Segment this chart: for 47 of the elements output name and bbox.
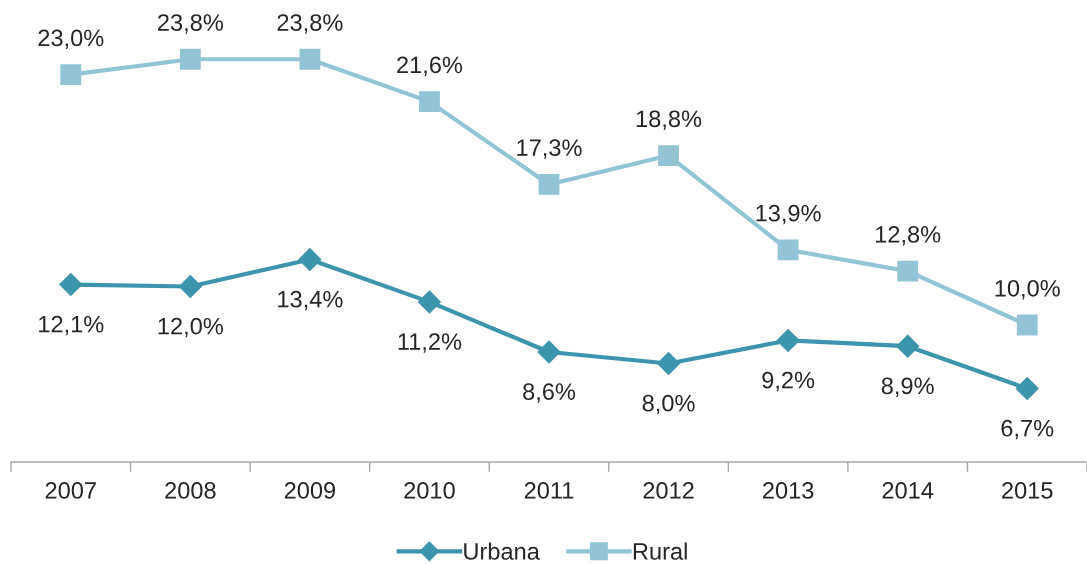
data-label: 13,4% (278, 290, 343, 311)
data-label: 18,8% (636, 110, 702, 130)
x-tick-label: 2011 (524, 482, 574, 499)
legend-label: Urbana (464, 542, 540, 560)
point (897, 260, 919, 282)
data-label: 11,2% (398, 333, 462, 353)
point (1015, 377, 1039, 401)
point (60, 64, 82, 86)
point (896, 334, 920, 358)
data-label: 23,8% (158, 14, 223, 34)
point (777, 239, 799, 261)
data-label: 21,6% (397, 56, 463, 77)
x-tick-label: 2009 (284, 482, 336, 499)
data-label: 12,0% (158, 317, 223, 338)
data-label: 12,8% (875, 226, 941, 246)
x-tick-label: 2008 (165, 482, 216, 499)
data-label: 23,0% (38, 29, 104, 50)
point (657, 352, 681, 376)
x-tick-label: 2014 (882, 482, 934, 499)
point (537, 340, 561, 364)
data-label: 6,7% (1001, 419, 1054, 440)
data-label: 8,0% (642, 394, 695, 415)
data-label: 8,9% (881, 377, 934, 397)
point (59, 273, 83, 297)
point (178, 275, 202, 299)
data-label: 12,1% (39, 315, 104, 336)
x-tick-label: 2013 (763, 482, 814, 499)
data-label: 13,9% (756, 204, 821, 225)
point (417, 290, 441, 314)
point (776, 328, 800, 352)
point (179, 48, 201, 70)
x-tick-label: 2007 (45, 482, 96, 499)
x-tick-label: 2010 (404, 482, 455, 499)
x-tick-label: 2012 (643, 482, 694, 499)
point (1016, 314, 1038, 336)
data-label: 9,2% (762, 371, 815, 392)
data-label: 10,0% (995, 279, 1060, 300)
data-label: 8,6% (523, 383, 576, 403)
point (298, 248, 322, 272)
legend-label: Rural (633, 542, 687, 560)
data-label: 17,3% (517, 139, 582, 159)
point (658, 145, 679, 166)
point (419, 91, 440, 113)
data-label: 23,8% (277, 14, 343, 34)
point (538, 174, 560, 195)
x-tick-label: 2015 (1002, 482, 1053, 499)
point (299, 48, 321, 70)
